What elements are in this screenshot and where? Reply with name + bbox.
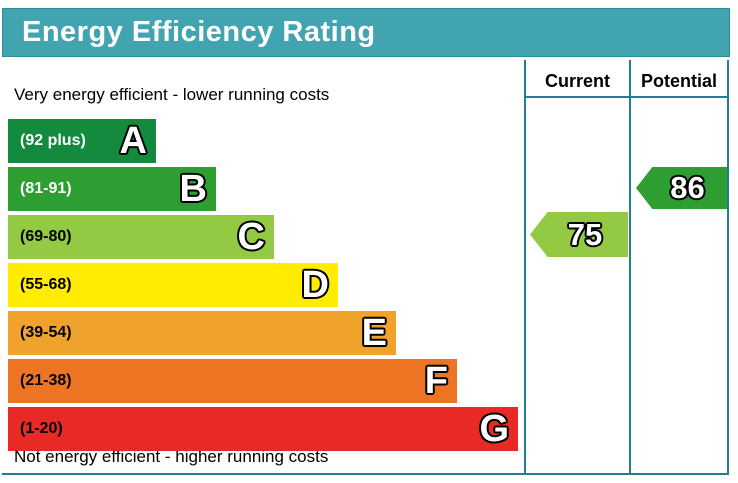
potential-rating-arrow: 86 (636, 167, 727, 209)
potential-column-header: Potential (640, 70, 717, 91)
band-a-letter: A (119, 120, 147, 162)
chart-bottom-border (2, 473, 729, 475)
band-c-letter: C (237, 216, 265, 258)
band-f-letter: F (424, 360, 448, 402)
current-rating-value: 75 (567, 216, 603, 252)
band-g-range-label: (1-20) (20, 420, 63, 437)
band-b-letter: B (179, 168, 207, 210)
band-a-range-label: (92 plus) (20, 132, 86, 149)
band-e-range-label: (39-54) (20, 324, 72, 341)
band-row-g: (1-20) G (8, 407, 518, 451)
band-row-f: (21-38) F (8, 359, 457, 403)
band-row-c: (69-80) C (8, 215, 274, 259)
band-b-range-label: (81-91) (20, 180, 72, 197)
column-header-divider (524, 96, 729, 98)
band-c-range-label: (69-80) (20, 228, 72, 245)
band-g-letter: G (479, 408, 509, 450)
potential-rating-value: 86 (670, 170, 705, 205)
current-column-left-border (524, 60, 526, 475)
inefficient-note: Not energy efficient - higher running co… (14, 447, 329, 466)
band-row-d: (55-68) D (8, 263, 338, 307)
band-d-range-label: (55-68) (20, 276, 72, 293)
efficient-note: Very energy efficient - lower running co… (14, 85, 330, 104)
chart-right-border (727, 60, 729, 475)
band-f-range-label: (21-38) (20, 372, 72, 389)
chart-title-bar: Energy Efficiency Rating (2, 8, 730, 57)
band-row-e: (39-54) E (8, 311, 396, 355)
potential-column-left-border (629, 60, 631, 475)
band-e-letter: E (361, 312, 387, 354)
current-column-header: Current (544, 70, 610, 91)
band-d-letter: D (301, 264, 329, 306)
band-row-b: (81-91) B (8, 167, 216, 211)
current-rating-arrow: 75 (530, 212, 628, 257)
chart-title: Energy Efficiency Rating (22, 16, 376, 48)
band-row-a: (92 plus) A (8, 119, 156, 163)
